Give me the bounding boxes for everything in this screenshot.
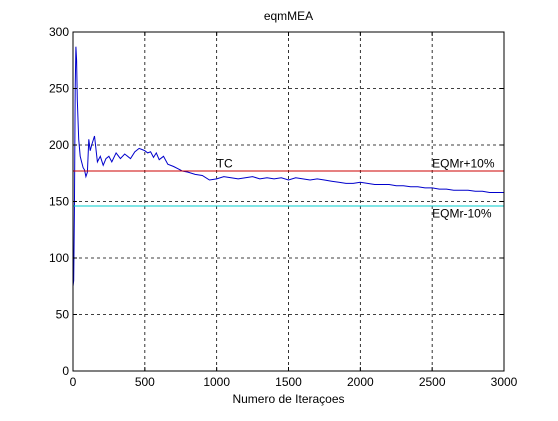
annotations-group: TC EQMr+10% EQMr-10% [217, 157, 495, 221]
series-group [72, 46, 504, 287]
y-tick-label: 200 [49, 138, 69, 152]
annotation-label: EQMr-10% [432, 206, 492, 220]
annotation-label: TC [217, 157, 233, 171]
series-line-1 [72, 46, 504, 287]
y-tick-label: 50 [56, 308, 70, 322]
y-tick-label: 250 [49, 82, 69, 96]
x-tick-label: 500 [135, 375, 155, 389]
x-axis-label: Numero de Iteraçoes [232, 392, 344, 406]
y-tick-label: 0 [62, 364, 69, 378]
x-tick-label: 2000 [347, 375, 374, 389]
x-tick-label: 1500 [275, 375, 302, 389]
y-tick-label: 150 [49, 195, 69, 209]
annotation-label: EQMr+10% [432, 157, 495, 171]
y-tick-label: 300 [49, 25, 69, 39]
x-tick-label: 2500 [419, 375, 446, 389]
y-tick-label: 100 [49, 251, 69, 265]
chart-title: eqmMEA [264, 9, 313, 23]
x-tick-label: 1000 [203, 375, 230, 389]
ticks-group: 0 500 1000 1500 2000 2500 3000 0 50 100 150 200 250 3… [49, 25, 518, 389]
x-tick-label: 3000 [491, 375, 518, 389]
x-tick-label: 0 [70, 375, 77, 389]
grid-lines [73, 32, 504, 371]
